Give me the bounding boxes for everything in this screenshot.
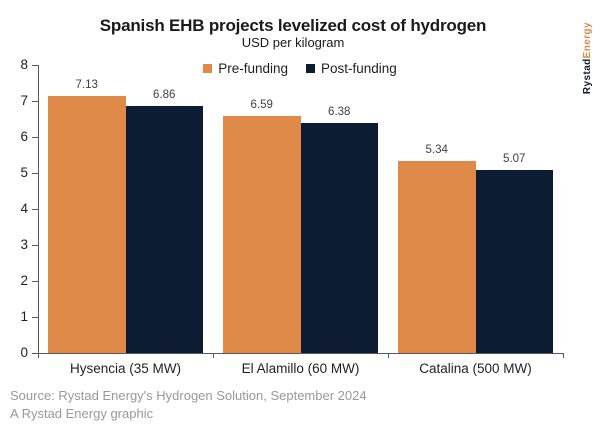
y-axis-tick — [32, 209, 38, 210]
legend-label-post-funding: Post-funding — [320, 61, 397, 76]
bar-value-label-pre-funding-el-alamillo-60-mw: 6.59 — [250, 98, 273, 111]
source-note: Source: Rystad Energy's Hydrogen Solutio… — [10, 387, 367, 423]
bar-value-label-pre-funding-hysencia-35-mw: 7.13 — [75, 79, 98, 92]
bar-post-funding-hysencia-35-mw — [125, 106, 203, 353]
bar-post-funding-el-alamillo-60-mw — [300, 123, 378, 353]
legend-label-pre-funding: Pre-funding — [218, 61, 288, 76]
x-axis-group-tick — [213, 353, 214, 358]
legend-item-pre-funding: Pre-funding — [203, 61, 288, 76]
y-axis-tick — [32, 137, 38, 138]
chart-title: Spanish EHB projects levelized cost of h… — [99, 16, 487, 35]
y-axis-tick — [32, 245, 38, 246]
bar-value-label-post-funding-catalina-500-mw: 5.07 — [503, 153, 526, 166]
post-funding-swatch-icon — [305, 64, 315, 73]
x-axis-line — [38, 353, 564, 354]
y-tick-label: 3 — [20, 237, 28, 252]
bar-value-label-post-funding-hysencia-35-mw: 6.86 — [153, 89, 176, 102]
legend: Pre-funding Post-funding — [0, 61, 600, 76]
y-axis-line — [38, 65, 39, 353]
y-tick-label: 7 — [20, 93, 28, 108]
source-line-2: A Rystad Energy graphic — [10, 406, 154, 422]
y-tick-label: 8 — [20, 57, 28, 72]
y-tick-label: 5 — [20, 165, 28, 180]
pre-funding-swatch-icon — [203, 64, 213, 73]
y-axis-tick — [32, 353, 38, 354]
y-axis-tick — [32, 317, 38, 318]
bar-value-label-post-funding-el-alamillo-60-mw: 6.38 — [328, 106, 351, 119]
x-axis-group-tick — [563, 353, 564, 358]
bar-pre-funding-el-alamillo-60-mw — [223, 115, 301, 353]
bar-pre-funding-catalina-500-mw — [398, 160, 476, 353]
legend-item-post-funding: Post-funding — [305, 61, 397, 76]
y-axis-tick — [32, 101, 38, 102]
category-label-catalina-500-mw: Catalina (500 MW) — [419, 361, 532, 376]
y-tick-label: 2 — [20, 273, 28, 288]
y-axis-tick — [32, 65, 38, 66]
x-axis-group-tick — [388, 353, 389, 358]
chart-subtitle: USD per kilogram — [241, 35, 345, 50]
y-tick-label: 4 — [20, 201, 28, 216]
y-tick-label: 1 — [20, 309, 28, 324]
bar-value-label-pre-funding-catalina-500-mw: 5.34 — [425, 143, 448, 156]
bar-pre-funding-hysencia-35-mw — [48, 96, 126, 353]
x-axis-group-tick — [38, 353, 39, 358]
y-axis-tick — [32, 173, 38, 174]
category-label-hysencia-35-mw: Hysencia (35 MW) — [69, 361, 182, 376]
y-tick-label: 6 — [20, 129, 28, 144]
source-line-1: Source: Rystad Energy's Hydrogen Solutio… — [10, 388, 367, 403]
category-label-el-alamillo-60-mw: El Alamillo (60 MW) — [241, 361, 360, 376]
y-axis-tick — [32, 281, 38, 282]
y-tick-label: 0 — [20, 345, 28, 360]
bar-post-funding-catalina-500-mw — [475, 170, 553, 353]
